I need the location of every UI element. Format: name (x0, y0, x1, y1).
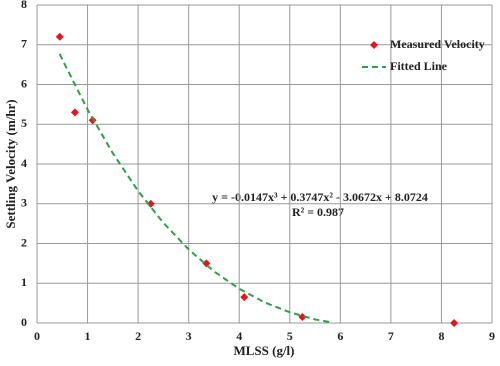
y-tick-label: 2 (21, 235, 27, 249)
x-tick-label: 2 (135, 329, 141, 343)
y-tick-label: 7 (21, 37, 27, 51)
annotation: y = -0.0147x³ + 0.3747x² - 3.0672x + 8.0… (212, 190, 428, 204)
legend-label: Measured Velocity (390, 37, 485, 51)
y-tick-label: 1 (21, 275, 27, 289)
y-axis-title: Settling Velocity (m/hr) (3, 99, 18, 228)
y-tick-label: 5 (21, 116, 27, 130)
data-point (450, 319, 459, 327)
x-tick-label: 6 (337, 329, 343, 343)
legend-label: Fitted Line (390, 59, 448, 73)
y-tick-label: 0 (21, 315, 27, 329)
x-tick-label: 9 (489, 329, 495, 343)
x-tick-label: 3 (186, 329, 192, 343)
x-tick-label: 5 (287, 329, 293, 343)
x-tick-label: 0 (34, 329, 40, 343)
x-axis-title: MLSS (g/l) (233, 343, 294, 358)
data-point (70, 108, 79, 117)
data-point (55, 32, 64, 41)
x-tick-label: 1 (85, 329, 91, 343)
annotation: R² = 0.987 (292, 205, 344, 219)
data-point (240, 293, 249, 302)
y-tick-label: 4 (21, 156, 27, 170)
fitted-line (58, 53, 331, 324)
data-point (146, 199, 155, 208)
y-tick-label: 3 (21, 196, 27, 210)
x-tick-label: 8 (438, 329, 444, 343)
x-tick-label: 4 (236, 329, 242, 343)
data-point (298, 313, 307, 322)
y-tick-label: 6 (21, 76, 27, 90)
x-tick-label: 7 (388, 329, 394, 343)
y-tick-label: 8 (21, 0, 27, 11)
legend-marker (370, 41, 378, 49)
